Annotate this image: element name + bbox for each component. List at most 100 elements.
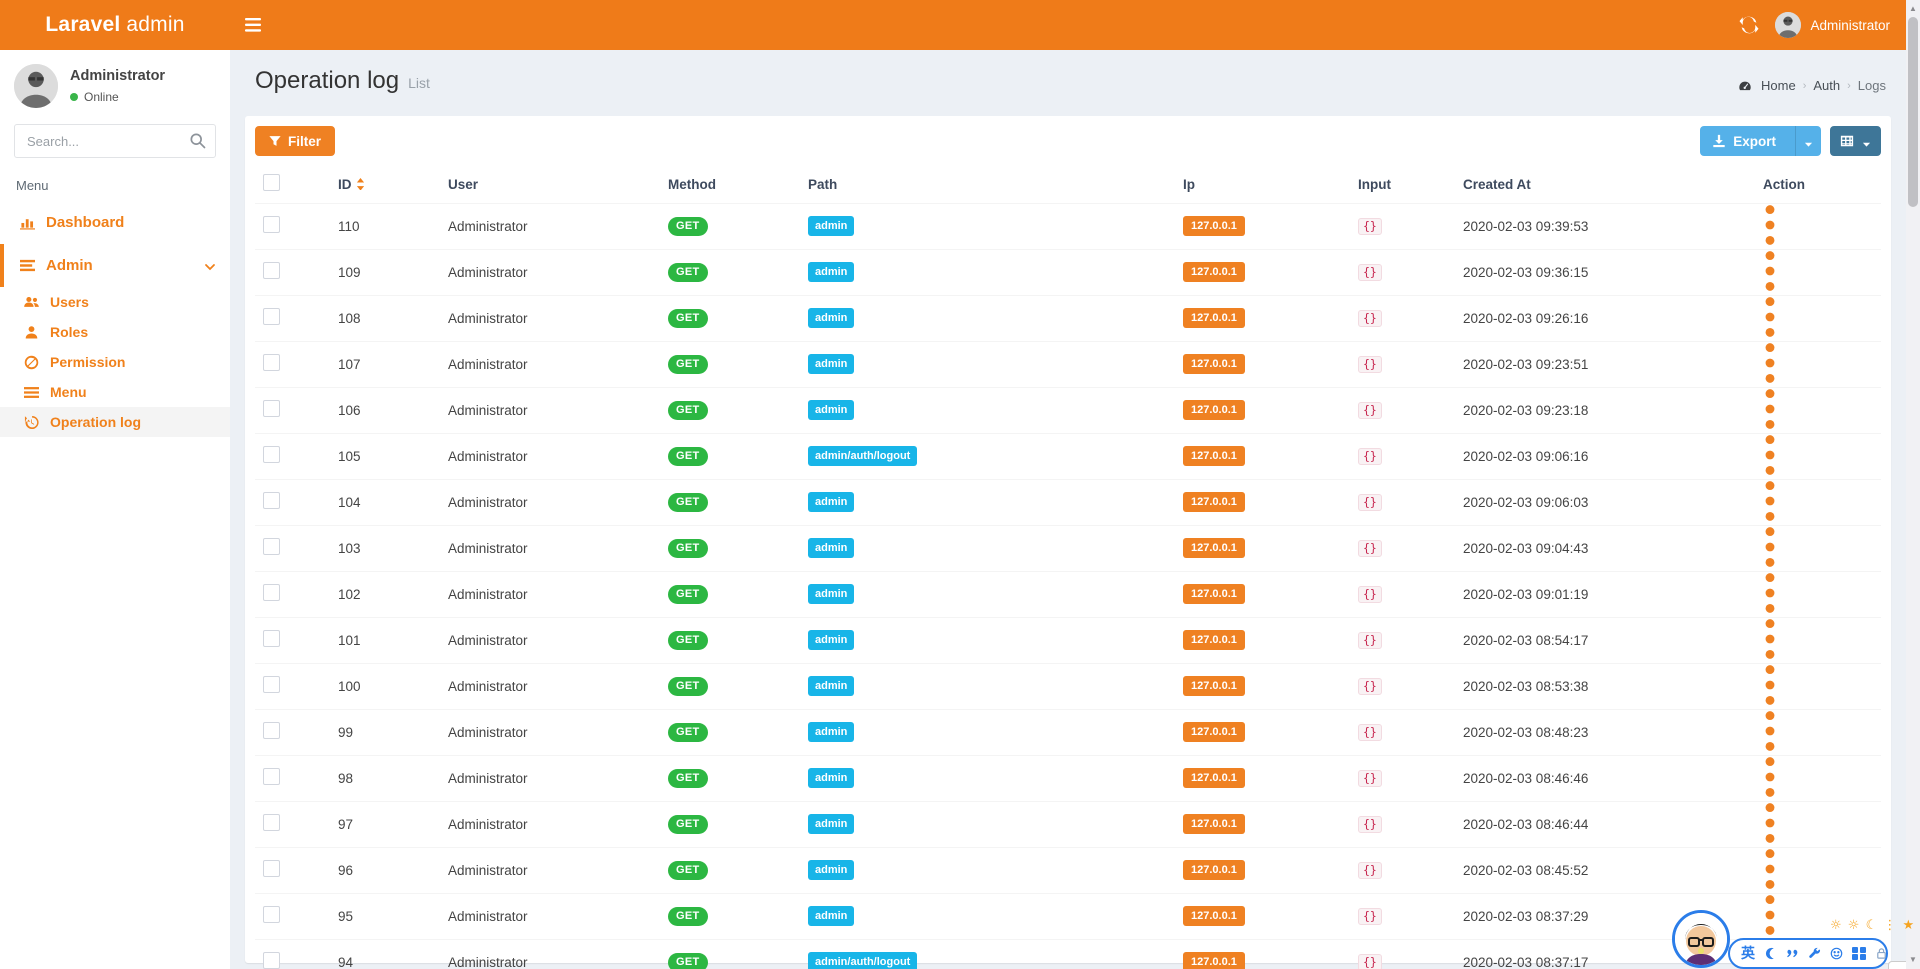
search-input[interactable] [14, 124, 216, 158]
ip-badge: 127.0.0.1 [1183, 538, 1245, 558]
brand-logo[interactable]: Laravel admin [0, 0, 230, 50]
cell-created-at: 2020-02-03 08:53:38 [1455, 663, 1755, 710]
row-actions-icon[interactable] [1763, 848, 1777, 889]
row-checkbox[interactable] [263, 768, 280, 785]
sidebar-item-label: Menu [50, 384, 87, 400]
table-row: 100 Administrator GET admin 127.0.0.1 {} 2020-… [255, 663, 1881, 710]
ip-badge: 127.0.0.1 [1183, 446, 1245, 466]
export-caret-button[interactable] [1795, 126, 1821, 156]
export-button[interactable]: Export [1700, 126, 1788, 156]
row-checkbox[interactable] [263, 262, 280, 279]
ip-badge: 127.0.0.1 [1183, 354, 1245, 374]
sidebar-item-users[interactable]: Users [0, 287, 230, 317]
export-split-button: Export [1700, 126, 1821, 156]
path-badge: admin/auth/logout [808, 446, 918, 466]
sidebar-toggle-button[interactable] [230, 0, 276, 50]
row-actions-icon[interactable] [1763, 572, 1777, 613]
breadcrumb-auth[interactable]: Auth [1813, 78, 1841, 93]
row-checkbox[interactable] [263, 906, 280, 923]
method-badge: GET [668, 492, 708, 512]
user-menu[interactable]: Administrator [1775, 12, 1890, 38]
sidebar-item-operation-log[interactable]: Operation log [0, 407, 230, 437]
sort-by-id[interactable]: ID [338, 177, 365, 192]
row-checkbox[interactable] [263, 630, 280, 647]
ip-badge: 127.0.0.1 [1183, 630, 1245, 650]
ime-lock-icon[interactable] [1875, 947, 1888, 960]
ip-badge: 127.0.0.1 [1183, 262, 1245, 282]
row-actions-icon[interactable] [1763, 710, 1777, 751]
row-actions-icon[interactable] [1763, 480, 1777, 521]
row-checkbox[interactable] [263, 584, 280, 601]
row-actions-icon[interactable] [1763, 802, 1777, 843]
caret-down-icon [1862, 137, 1871, 147]
row-checkbox[interactable] [263, 814, 280, 831]
row-actions-icon[interactable] [1763, 388, 1777, 429]
scroll-down-arrow[interactable]: ▼ [1909, 954, 1917, 964]
row-actions-icon[interactable] [1763, 618, 1777, 659]
cell-id: 106 [330, 387, 440, 434]
row-checkbox[interactable] [263, 952, 280, 969]
page-title: Operation log [255, 67, 400, 94]
ime-grid-icon[interactable] [1852, 946, 1866, 961]
search-icon[interactable] [189, 132, 206, 149]
ime-decoration-icons: ☼ ☼ ☾ ⋮ ★ ☆ [1830, 918, 1920, 933]
bar-chart-icon [18, 215, 37, 231]
breadcrumb: Home › Auth › Logs [1738, 78, 1886, 93]
row-actions-icon[interactable] [1763, 250, 1777, 291]
filter-button[interactable]: Filter [255, 126, 336, 156]
path-badge: admin [808, 262, 855, 282]
pagination-control-partial[interactable] [1888, 961, 1920, 969]
ime-smiley-icon[interactable] [1830, 947, 1843, 960]
input-code: {} [1358, 217, 1382, 235]
sidebar-item-menu[interactable]: Menu [0, 377, 230, 407]
row-checkbox[interactable] [263, 216, 280, 233]
method-badge: GET [668, 768, 708, 788]
breadcrumb-separator: › [1847, 79, 1851, 92]
row-actions-icon[interactable] [1763, 296, 1777, 337]
row-checkbox[interactable] [263, 676, 280, 693]
cell-created-at: 2020-02-03 09:36:15 [1455, 249, 1755, 296]
ime-quote-icon[interactable] [1786, 947, 1799, 960]
scrollbar-thumb[interactable] [1908, 17, 1918, 207]
row-checkbox[interactable] [263, 400, 280, 417]
refresh-icon[interactable] [1739, 15, 1759, 35]
row-actions-icon[interactable] [1763, 894, 1777, 935]
select-all-checkbox[interactable] [263, 174, 280, 192]
scroll-up-arrow[interactable]: ▲ [1909, 3, 1917, 13]
row-checkbox[interactable] [263, 492, 280, 509]
ime-moon-icon[interactable] [1764, 947, 1777, 960]
ime-avatar[interactable] [1672, 910, 1730, 968]
column-header-method: Method [660, 166, 800, 204]
input-code: {} [1358, 447, 1382, 465]
path-badge: admin [808, 722, 855, 742]
ime-language-toggle[interactable]: 英 [1741, 945, 1755, 962]
column-selector-button[interactable] [1830, 126, 1881, 156]
row-checkbox[interactable] [263, 446, 280, 463]
sidebar: Administrator Online Menu Dashboard Admin… [0, 50, 230, 969]
row-checkbox[interactable] [263, 860, 280, 877]
row-actions-icon[interactable] [1763, 526, 1777, 567]
operation-log-table: ID User Method Path Ip Input Created At Action … [255, 166, 1881, 969]
sidebar-item-permission[interactable]: Permission [0, 347, 230, 377]
row-checkbox[interactable] [263, 308, 280, 325]
row-actions-icon[interactable] [1763, 434, 1777, 475]
row-checkbox[interactable] [263, 538, 280, 555]
users-icon [22, 294, 41, 310]
cell-user: Administrator [440, 387, 660, 434]
grid-box: Filter Export ID User Method Path Ip Input Cr [245, 116, 1891, 969]
row-actions-icon[interactable] [1763, 664, 1777, 705]
sidebar-item-roles[interactable]: Roles [0, 317, 230, 347]
row-checkbox[interactable] [263, 722, 280, 739]
sidebar-item-dashboard[interactable]: Dashboard [0, 201, 230, 244]
input-code: {} [1358, 861, 1382, 879]
breadcrumb-home[interactable]: Home [1761, 78, 1796, 93]
path-badge: admin [808, 538, 855, 558]
table-row: 97 Administrator GET admin 127.0.0.1 {} 2020-0… [255, 801, 1881, 848]
row-actions-icon[interactable] [1763, 756, 1777, 797]
column-label: ID [338, 176, 352, 192]
row-actions-icon[interactable] [1763, 204, 1777, 245]
row-actions-icon[interactable] [1763, 342, 1777, 383]
sidebar-item-admin[interactable]: Admin [0, 244, 230, 287]
row-checkbox[interactable] [263, 354, 280, 371]
ime-wrench-icon[interactable] [1808, 947, 1821, 960]
